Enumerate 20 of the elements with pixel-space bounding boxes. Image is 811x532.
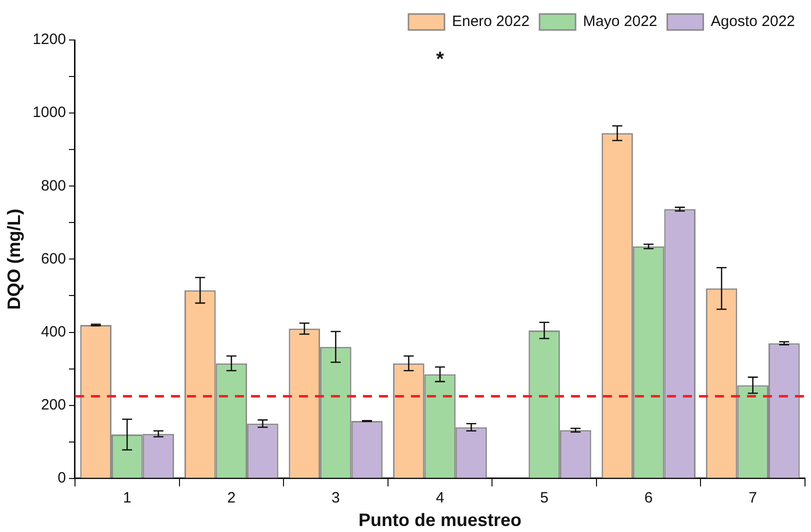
x-tick-label: 2: [227, 490, 236, 507]
x-tick-label: 4: [436, 490, 444, 507]
x-tick-label: 7: [748, 490, 758, 507]
y-tick-label: 800: [40, 177, 66, 194]
legend-label: Mayo 2022: [583, 13, 658, 30]
y-tick-label: 0: [58, 470, 66, 487]
x-tick-label: 3: [332, 490, 340, 507]
y-tick-label: 200: [40, 396, 66, 414]
x-tick-label: 5: [540, 490, 548, 507]
y-tick-label: 400: [40, 323, 66, 340]
x-tick-label: 1: [122, 490, 132, 507]
y-tick-label: 600: [40, 250, 66, 268]
x-tick-label: 6: [644, 490, 653, 507]
y-tick-label: 1000: [32, 104, 66, 122]
x-axis-title: Punto de muestreo: [358, 510, 522, 530]
annotation: *: [436, 48, 444, 71]
legend-label: Enero 2022: [452, 13, 530, 30]
legend-label: Agosto 2022: [710, 13, 796, 30]
y-axis-title: DQO (mg/L): [4, 208, 24, 310]
y-tick-label: 1200: [32, 31, 66, 48]
